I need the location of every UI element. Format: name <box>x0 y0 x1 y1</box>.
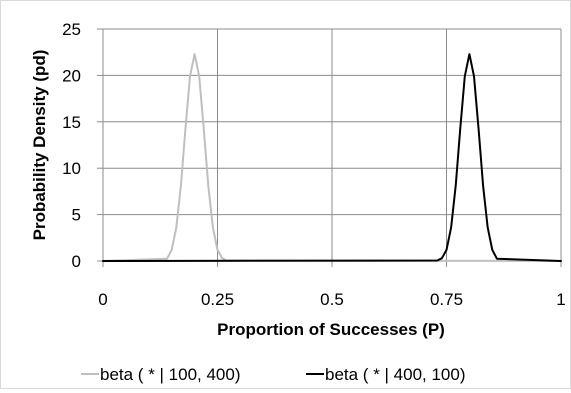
y-tick-label: 0 <box>72 252 81 271</box>
y-axis-title: Probability Density (pd) <box>30 50 49 241</box>
legend-label-series-1: beta ( * | 100, 400) <box>100 365 241 384</box>
legend-label-series-2: beta ( * | 400, 100) <box>325 365 466 384</box>
y-tick-label: 15 <box>62 113 81 132</box>
y-tick-label: 10 <box>62 159 81 178</box>
y-tick-label: 5 <box>72 206 81 225</box>
x-axis-title: Proportion of Successes (P) <box>217 320 445 339</box>
x-tick-label: 0.25 <box>201 290 234 309</box>
axes <box>97 28 562 267</box>
grid-lines <box>103 28 562 261</box>
y-tick-label: 25 <box>62 20 81 39</box>
x-tick-label: 0.75 <box>430 290 463 309</box>
x-tick-label: 1 <box>556 290 565 309</box>
series-line-2 <box>102 53 562 262</box>
y-tick-label: 20 <box>62 66 81 85</box>
series-lines <box>102 53 562 262</box>
x-tick-label: 0.5 <box>320 290 344 309</box>
x-tick-label: 0 <box>98 290 107 309</box>
series-line-1 <box>102 53 562 262</box>
tick-labels: 0 5 10 15 20 25 0 0.25 0.5 0.75 1 <box>62 20 566 309</box>
legend: beta ( * | 100, 400) beta ( * | 400, 100… <box>81 365 466 384</box>
